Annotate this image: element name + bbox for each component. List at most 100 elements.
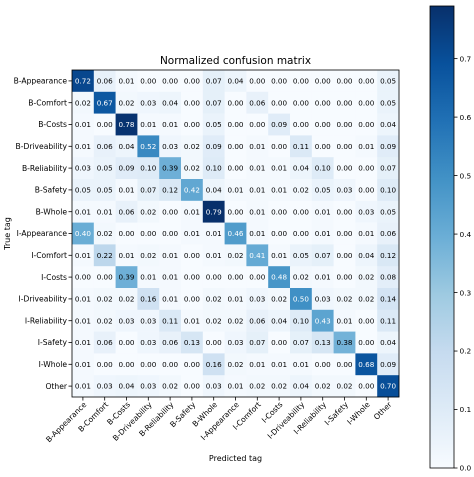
cell-value: 0.00 <box>162 229 178 238</box>
cell-value: 0.07 <box>206 77 222 86</box>
cell-value: 0.02 <box>140 251 156 260</box>
plot-frame <box>71 69 400 398</box>
cell-value: 0.01 <box>97 207 113 216</box>
matrix-cell <box>202 222 225 245</box>
cell-value: 0.01 <box>184 316 200 325</box>
cell-value: 0.07 <box>206 98 222 107</box>
matrix-cell <box>355 309 378 332</box>
matrix-cell <box>202 309 225 332</box>
matrix-cell <box>311 244 334 267</box>
cell-value: 0.12 <box>162 186 178 195</box>
cell-value: 0.50 <box>293 295 309 304</box>
cell-value: 0.00 <box>336 360 352 369</box>
matrix-cell <box>290 157 313 180</box>
cell-value: 0.10 <box>380 186 396 195</box>
matrix-cell <box>246 179 269 202</box>
cell-value: 0.00 <box>315 120 331 129</box>
cell-value: 0.00 <box>271 142 287 151</box>
matrix-cell <box>93 288 116 311</box>
cell-value: 0.00 <box>293 120 309 129</box>
cell-value: 0.00 <box>358 382 374 391</box>
matrix-cell <box>137 135 160 158</box>
matrix-cell <box>377 331 400 354</box>
matrix-cell <box>311 70 334 93</box>
matrix-cell <box>246 288 269 311</box>
cell-value: 0.04 <box>118 142 134 151</box>
cell-value: 0.01 <box>75 382 91 391</box>
matrix-cell <box>290 70 313 93</box>
cell-value: 0.00 <box>206 273 222 282</box>
cell-value: 0.09 <box>380 142 396 151</box>
matrix-cell <box>181 331 204 354</box>
cell-value: 0.00 <box>271 338 287 347</box>
cell-value: 0.48 <box>271 273 287 282</box>
matrix-cell <box>290 135 313 158</box>
cell-value: 0.02 <box>227 251 243 260</box>
matrix-cell <box>224 70 247 93</box>
cell-value: 0.02 <box>293 273 309 282</box>
matrix-cell <box>181 70 204 93</box>
matrix-cell <box>333 157 356 180</box>
cell-value: 0.00 <box>97 360 113 369</box>
cell-value: 0.01 <box>249 229 265 238</box>
matrix-cell <box>355 266 378 289</box>
colorbar-tick-label: 0.3 <box>460 288 472 297</box>
matrix-cell <box>181 91 204 114</box>
cell-value: 0.00 <box>184 382 200 391</box>
cell-value: 0.03 <box>140 338 156 347</box>
cell-value: 0.01 <box>271 186 287 195</box>
matrix-cell <box>311 91 334 114</box>
matrix-cell <box>202 266 225 289</box>
matrix-cell <box>159 353 182 376</box>
cell-value: 0.02 <box>118 295 134 304</box>
matrix-cell <box>115 70 138 93</box>
matrix-cell <box>202 331 225 354</box>
matrix-cell <box>224 353 247 376</box>
matrix-cell <box>377 288 400 311</box>
matrix-cell <box>377 309 400 332</box>
matrix-cell <box>224 309 247 332</box>
cell-value: 0.02 <box>227 316 243 325</box>
cell-value: 0.01 <box>249 164 265 173</box>
cell-value: 0.02 <box>97 295 113 304</box>
matrix-cell <box>290 222 313 245</box>
matrix-cell <box>268 375 291 398</box>
cell-value: 0.01 <box>227 186 243 195</box>
matrix-cell <box>115 113 138 136</box>
cell-value: 0.01 <box>249 207 265 216</box>
cell-value: 0.01 <box>293 360 309 369</box>
colorbar-tick-label: 0.0 <box>460 464 472 473</box>
cell-value: 0.00 <box>227 120 243 129</box>
matrix-cell <box>268 353 291 376</box>
matrix-cell <box>377 353 400 376</box>
cell-value: 0.06 <box>162 338 178 347</box>
matrix-cell <box>159 70 182 93</box>
cell-value: 0.00 <box>271 77 287 86</box>
cell-value: 0.00 <box>118 338 134 347</box>
matrix-cell <box>377 200 400 223</box>
cell-value: 0.01 <box>271 164 287 173</box>
matrix-cell <box>137 113 160 136</box>
cell-value: 0.01 <box>315 273 331 282</box>
colorbar-tick-label: 0.5 <box>460 171 472 180</box>
matrix-cell <box>181 113 204 136</box>
matrix-cell <box>93 353 116 376</box>
y-tick-label: B-Driveability <box>16 142 68 151</box>
matrix-cell <box>268 135 291 158</box>
cell-value: 0.68 <box>358 360 374 369</box>
cell-value: 0.05 <box>380 98 396 107</box>
colorbar-tick-label: 0.1 <box>460 405 472 414</box>
colorbar-tick-label: 0.7 <box>460 54 472 63</box>
matrix-cell <box>159 309 182 332</box>
colorbar-tick-label: 0.6 <box>460 113 472 122</box>
matrix-cell <box>246 375 269 398</box>
matrix-cell <box>202 244 225 267</box>
cell-value: 0.04 <box>380 338 396 347</box>
cell-value: 0.02 <box>336 295 352 304</box>
cell-value: 0.10 <box>315 164 331 173</box>
x-tick-labels: B-AppearanceB-ComfortB-CostsB-Driveabili… <box>44 397 394 444</box>
cell-value: 0.04 <box>162 98 178 107</box>
matrix-cell <box>93 222 116 245</box>
matrix-cell <box>93 179 116 202</box>
